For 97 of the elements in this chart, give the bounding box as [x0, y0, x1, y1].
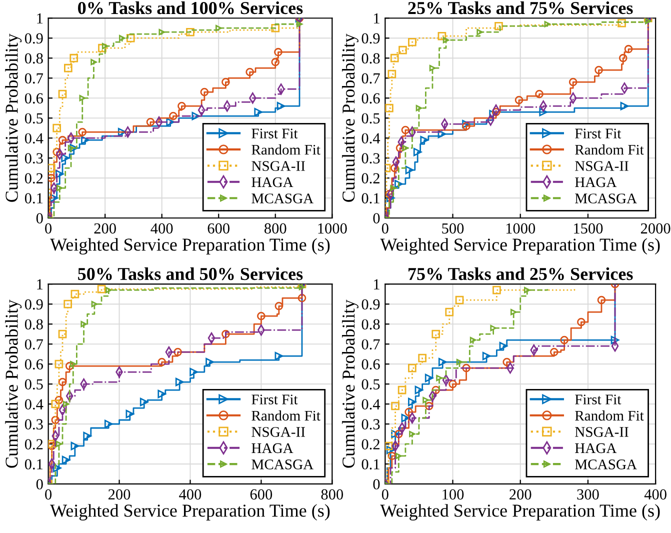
y-tick-label: 0.3 — [24, 419, 43, 430]
y-tick-label: 0.7 — [24, 339, 44, 350]
y-tick-label: 0.1 — [362, 193, 380, 204]
y-tick-label: 0 — [373, 213, 380, 224]
x-tick-label: 0 — [45, 489, 52, 500]
y-tick-label: 0.8 — [24, 53, 43, 64]
legend-label: First Fit — [252, 394, 298, 404]
y-tick-label: 0 — [36, 213, 43, 224]
y-tick-label: 0.1 — [24, 459, 43, 470]
y-tick-label: 0.5 — [24, 113, 43, 124]
x-tick-label: 800 — [321, 489, 344, 500]
x-tick-label: 500 — [442, 223, 464, 234]
legend-label: First Fit — [252, 128, 298, 138]
x-axis-title: Weighted Service Preparation Time (s) — [50, 504, 330, 520]
y-tick-label: 0 — [36, 479, 43, 490]
y-tick-label: 0.4 — [24, 133, 44, 144]
y-tick-label: 0.6 — [24, 359, 43, 370]
y-tick-label: 0.9 — [24, 33, 43, 44]
y-tick-label: 0 — [373, 479, 380, 490]
y-tick-label: 0.7 — [362, 339, 380, 350]
y-tick-label: 0.7 — [362, 73, 380, 84]
x-tick-label: 600 — [208, 223, 230, 234]
y-tick-label: 0.9 — [362, 299, 380, 310]
x-tick-label: 0 — [382, 223, 388, 234]
y-tick-label: 0.5 — [362, 379, 380, 390]
y-tick-label: 0.1 — [24, 193, 43, 204]
y-tick-label: 0.8 — [362, 53, 380, 64]
y-tick-label: 1 — [37, 13, 43, 24]
x-tick-label: 2000 — [640, 223, 670, 234]
legend-label: MCASGA — [575, 460, 637, 470]
x-axis-title: Weighted Service Preparation Time (s) — [50, 238, 330, 255]
y-tick-label: 0.9 — [24, 299, 43, 310]
y-tick-label: 0.2 — [24, 439, 43, 450]
legend-label: Random Fit — [252, 410, 320, 421]
legend-label: MCASGA — [252, 194, 314, 204]
legend-label: NSGA-II — [252, 427, 305, 437]
legend-label: Random Fit — [575, 144, 644, 155]
y-tick-label: 0.1 — [362, 459, 380, 470]
y-tick-label: 0.6 — [24, 93, 43, 104]
x-tick-label: 0 — [382, 489, 388, 500]
y-tick-label: 0.5 — [24, 379, 43, 390]
chart-title: 25% Tasks and 75% Services — [408, 1, 633, 14]
x-tick-label: 200 — [108, 489, 130, 500]
x-tick-label: 200 — [94, 223, 116, 234]
y-tick-label: 1 — [374, 279, 380, 290]
y-tick-label: 0.8 — [24, 319, 43, 330]
y-tick-label: 0.8 — [362, 319, 380, 330]
y-tick-label: 0.5 — [362, 113, 380, 124]
y-tick-label: 0.3 — [362, 419, 380, 430]
legend-label: NSGA-II — [575, 161, 628, 171]
y-axis-title: Cumulative Probability — [342, 300, 358, 468]
y-tick-label: 0.3 — [362, 153, 380, 164]
legend-label: MCASGA — [575, 194, 637, 204]
y-tick-label: 1 — [37, 279, 43, 290]
legend-label: MCASGA — [252, 460, 314, 470]
legend-label: NSGA-II — [575, 427, 628, 437]
x-tick-label: 1000 — [318, 223, 347, 234]
y-tick-label: 0.7 — [24, 73, 44, 84]
x-tick-label: 400 — [644, 489, 666, 500]
x-tick-label: 800 — [264, 223, 286, 234]
legend-label: First Fit — [575, 394, 622, 404]
x-tick-label: 0 — [45, 223, 52, 234]
x-tick-label: 300 — [577, 489, 599, 500]
y-tick-label: 0.4 — [24, 399, 44, 410]
y-tick-label: 0.6 — [362, 359, 380, 370]
y-tick-label: 0.3 — [24, 153, 43, 164]
legend-label: HAGA — [575, 443, 617, 454]
legend-label: NSGA-II — [252, 161, 305, 171]
chart-title: 75% Tasks and 25% Services — [408, 267, 633, 280]
y-tick-label: 0.2 — [362, 439, 380, 450]
chart-title: 0% Tasks and 100% Services — [78, 1, 303, 14]
legend-label: HAGA — [252, 443, 294, 454]
y-tick-label: 0.9 — [362, 33, 380, 44]
y-tick-label: 0.6 — [362, 93, 380, 104]
y-tick-label: 0.4 — [362, 133, 380, 144]
legend-label: Random Fit — [575, 410, 644, 421]
chart-title: 50% Tasks and 50% Services — [78, 267, 303, 280]
y-axis-title: Cumulative Probability — [5, 34, 22, 202]
x-tick-label: 1500 — [574, 223, 603, 234]
y-tick-label: 0.2 — [24, 173, 43, 184]
x-axis-title: Weighted Service Preparation Time (s) — [380, 504, 660, 520]
legend-label: Random Fit — [252, 144, 320, 155]
legend-label: HAGA — [575, 177, 617, 188]
legend-label: First Fit — [575, 128, 622, 138]
x-tick-label: 200 — [510, 489, 532, 500]
x-tick-label: 400 — [150, 223, 173, 234]
x-tick-label: 1000 — [506, 223, 536, 234]
legend-label: HAGA — [252, 177, 294, 188]
x-tick-label: 400 — [179, 489, 202, 500]
y-tick-label: 1 — [374, 13, 380, 24]
y-axis-title: Cumulative Probability — [342, 34, 358, 202]
x-axis-title: Weighted Service Preparation Time (s) — [380, 238, 660, 255]
y-tick-label: 0.4 — [362, 399, 380, 410]
x-tick-label: 600 — [250, 489, 272, 500]
y-axis-title: Cumulative Probability — [5, 300, 22, 468]
y-tick-label: 0.2 — [362, 173, 380, 184]
x-tick-label: 100 — [442, 489, 464, 500]
